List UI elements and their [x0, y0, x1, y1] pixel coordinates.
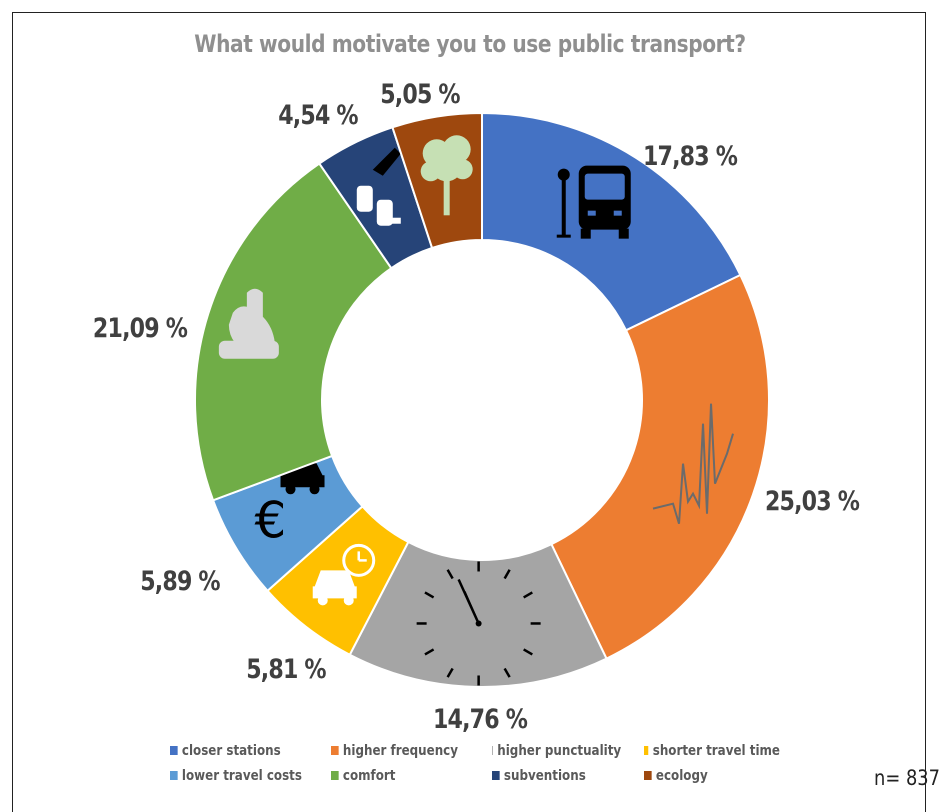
legend-swatch	[170, 771, 178, 780]
legend-swatch	[331, 771, 339, 780]
value-label-comfort: 21,09 %	[93, 312, 187, 344]
value-label-higher-punctuality: 14,76 %	[433, 703, 527, 735]
legend-label: shorter travel time	[652, 742, 780, 759]
legend-row-2: lower travel costs comfort subventions e…	[170, 763, 830, 788]
sample-size-label: n= 837	[874, 766, 940, 790]
chart-legend: closer stations higher frequency higher …	[170, 738, 830, 788]
bus-stop-icon	[556, 165, 631, 239]
legend-item-closer-stations: closer stations	[170, 743, 307, 759]
tree-icon	[420, 135, 473, 216]
clock-icon	[416, 561, 541, 686]
value-label-ecology: 5,05 %	[380, 78, 460, 110]
euro-car-icon: €	[255, 463, 325, 549]
legend-item-subventions: subventions	[492, 768, 621, 784]
frequency-wave-icon	[652, 403, 734, 524]
legend-label: closer stations	[181, 742, 281, 759]
chart-title: What would motivate you to use public tr…	[194, 30, 746, 58]
value-label-subventions: 4,54 %	[278, 99, 358, 131]
car-clock-icon	[312, 543, 376, 606]
legend-swatch	[644, 746, 649, 755]
legend-item-higher-punctuality: higher punctuality	[492, 743, 621, 759]
legend-label: higher frequency	[342, 742, 458, 759]
legend-label: subventions	[503, 767, 586, 784]
legend-label: higher punctuality	[497, 742, 622, 759]
legend-item-higher-frequency: higher frequency	[331, 743, 468, 759]
value-label-closer-stations: 17,83 %	[643, 140, 737, 172]
legend-swatch	[644, 771, 652, 780]
legend-label: lower travel costs	[181, 767, 302, 784]
legend-swatch	[331, 746, 339, 755]
legend-label: comfort	[342, 767, 396, 784]
seats-icon	[356, 147, 401, 226]
legend-row-1: closer stations higher frequency higher …	[170, 738, 830, 763]
legend-swatch	[170, 746, 178, 755]
legend-item-comfort: comfort	[331, 768, 468, 784]
svg-text:€: €	[255, 491, 287, 549]
legend-swatch	[492, 771, 500, 780]
slice-higher-frequency	[550, 273, 770, 660]
legend-item-ecology: ecology	[644, 768, 780, 784]
value-label-lower-travel-costs: 5,89 %	[140, 565, 220, 597]
legend-item-shorter-travel-time: shorter travel time	[644, 743, 780, 759]
legend-swatch	[492, 746, 494, 755]
seat-icon	[218, 288, 279, 359]
value-label-shorter-travel-time: 5,81 %	[246, 653, 326, 685]
value-label-higher-frequency: 25,03 %	[765, 485, 859, 517]
legend-item-lower-travel-costs: lower travel costs	[170, 768, 307, 784]
legend-label: ecology	[655, 767, 708, 784]
slice-comfort	[194, 162, 393, 502]
